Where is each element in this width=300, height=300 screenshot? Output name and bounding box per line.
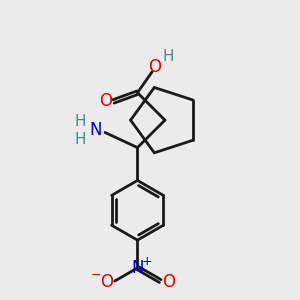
Text: H: H [75, 114, 86, 129]
Text: O: O [162, 273, 175, 291]
Text: H: H [75, 131, 86, 146]
Text: +: + [142, 255, 152, 268]
Text: H: H [163, 49, 174, 64]
Text: N: N [131, 259, 144, 277]
Text: N: N [89, 121, 102, 139]
Text: O: O [99, 92, 112, 110]
Text: O: O [100, 273, 113, 291]
Text: −: − [91, 268, 101, 282]
Text: O: O [148, 58, 161, 76]
